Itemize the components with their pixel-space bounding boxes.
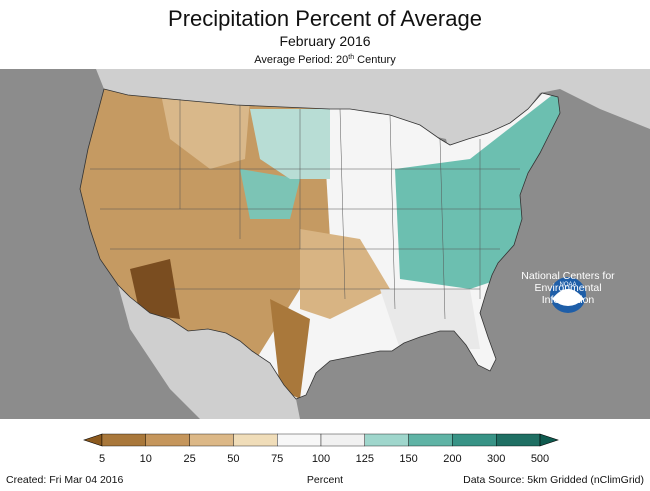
legend-tick-label: 150: [399, 453, 417, 465]
legend-unit-label: Percent: [306, 474, 344, 486]
northern-rockies-region: [160, 89, 250, 169]
period-suffix: Century: [354, 54, 396, 66]
southern-california-very-dry: [130, 259, 180, 319]
legend-swatch: [101, 433, 146, 447]
legend-tick-label: 300: [487, 453, 505, 465]
canada-landmass: [0, 69, 650, 145]
legend-swatch: [496, 433, 541, 447]
ncei-caption: National Centers for Environmental Infor…: [518, 270, 618, 306]
legend-color-bar: [83, 433, 559, 447]
texas-dry-region: [270, 299, 310, 399]
legend-tick-label: 50: [227, 453, 239, 465]
legend-tick-label: 100: [312, 453, 330, 465]
legend-tick-label: 200: [443, 453, 461, 465]
legend-arrow-high: [539, 433, 559, 447]
legend-tick-labels: 5 10 25 50 75 100 125 150 200 300 500: [99, 453, 549, 465]
legend-tick-label: 10: [140, 453, 152, 465]
legend-swatch: [276, 433, 322, 447]
ncei-line-2: Environmental: [534, 282, 602, 294]
period-superscript: th: [348, 54, 355, 61]
legend-tick-label: 75: [271, 453, 283, 465]
colorado-wet-patch: [240, 169, 300, 219]
southern-plains-dry-region: [300, 229, 390, 319]
legend-swatch: [145, 433, 190, 447]
map-title: Precipitation Percent of Average: [168, 6, 482, 31]
legend-arrow-low: [83, 433, 103, 447]
average-period: Average Period: 20th Century: [0, 51, 650, 67]
map-subtitle: February 2016: [279, 33, 371, 49]
legend-swatch: [408, 433, 453, 447]
noaa-logo: NOAA: [550, 277, 586, 313]
us-outline: [79, 88, 561, 400]
noaa-logo-text: NOAA: [559, 282, 576, 288]
color-legend: 5 10 25 50 75 100 125 150 200 300 500: [83, 433, 559, 465]
legend-swatch: [364, 433, 409, 447]
data-source: Data Source: 5km Gridded (nClimGrid): [463, 474, 644, 486]
legend-swatch: [233, 433, 278, 447]
state-borders: [90, 99, 520, 320]
legend-tick-label: 125: [356, 453, 374, 465]
noaa-bird-icon: [552, 289, 584, 306]
ncei-line-1: National Centers for: [521, 270, 615, 282]
legend-tick-label: 25: [183, 453, 195, 465]
legend-swatch: [452, 433, 497, 447]
precipitation-map: NOAA: [0, 69, 650, 419]
legend-tick-label: 5: [99, 453, 105, 465]
legend-swatch: [189, 433, 234, 447]
mexico-landmass: [118, 285, 300, 419]
created-date: Created: Fri Mar 04 2016: [6, 474, 124, 486]
legend-swatch: [320, 433, 365, 447]
northern-plains-wet-patches: [250, 109, 330, 179]
ncei-line-3: Information: [541, 294, 595, 306]
period-prefix: Average Period: 20: [254, 54, 349, 66]
legend-tick-label: 500: [531, 453, 549, 465]
